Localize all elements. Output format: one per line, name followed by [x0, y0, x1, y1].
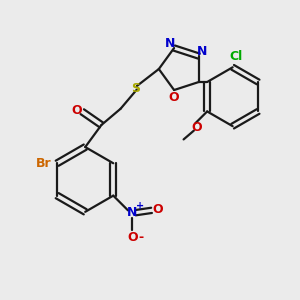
Text: O: O: [191, 121, 202, 134]
Text: O: O: [169, 91, 179, 104]
Text: +: +: [136, 201, 144, 211]
Text: N: N: [197, 45, 208, 58]
Text: N: N: [165, 37, 176, 50]
Text: O: O: [72, 104, 82, 117]
Text: Cl: Cl: [229, 50, 242, 64]
Text: -: -: [138, 231, 143, 244]
Text: N: N: [127, 206, 138, 219]
Text: S: S: [131, 82, 140, 95]
Text: O: O: [127, 231, 138, 244]
Text: O: O: [153, 203, 163, 216]
Text: Br: Br: [36, 157, 52, 170]
